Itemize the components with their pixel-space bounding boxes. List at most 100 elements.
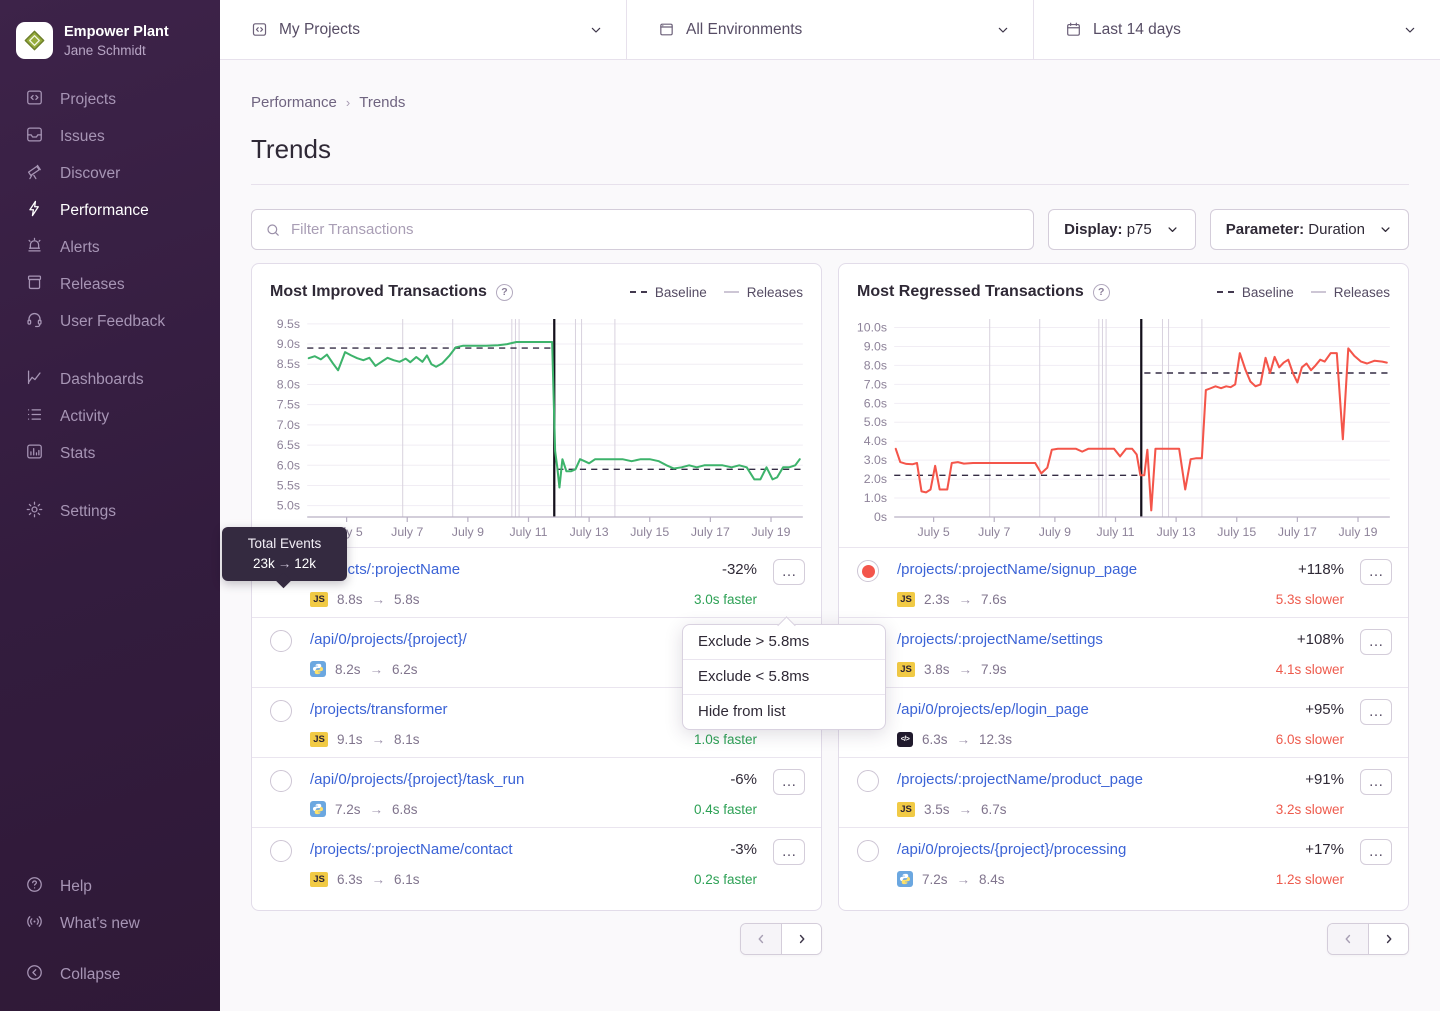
environment-picker[interactable]: All Environments <box>627 0 1034 59</box>
svg-text:July 7: July 7 <box>391 525 423 539</box>
svg-text:July 19: July 19 <box>752 525 791 539</box>
sidebar-item-activity[interactable]: Activity <box>0 398 220 435</box>
transaction-actions-button[interactable]: … <box>773 559 805 585</box>
chevron-right-icon: › <box>345 95 351 110</box>
next-page-button[interactable] <box>1368 924 1408 954</box>
transaction-link[interactable]: /api/0/projects/ep/login_page <box>897 701 1089 718</box>
transaction-row: /projects/:projectName/product_page +91%… <box>839 757 1408 827</box>
transaction-row: /projects/:projectName/contact -3% … JS … <box>252 827 821 897</box>
trends-panels: Most Improved Transactions ? Baseline Re… <box>251 263 1409 955</box>
help-icon[interactable]: ? <box>495 283 513 301</box>
sidebar-item-dashboards[interactable]: Dashboards <box>0 361 220 398</box>
sidebar-item-collapse[interactable]: Collapse <box>0 956 220 993</box>
transaction-link[interactable]: /projects/transformer <box>310 701 448 718</box>
transaction-radio[interactable] <box>857 560 879 582</box>
svg-text:6.0s: 6.0s <box>277 458 300 472</box>
transaction-radio[interactable] <box>857 840 879 862</box>
environment-picker-label: All Environments <box>686 20 803 38</box>
breadcrumb-trends[interactable]: Trends <box>359 94 406 111</box>
sidebar-item-alerts[interactable]: Alerts <box>0 229 220 266</box>
search-icon <box>267 223 279 236</box>
trend-delta: 1.2s slower <box>1275 872 1344 887</box>
sidebar-item-what-s-new[interactable]: What’s new <box>0 905 220 942</box>
transaction-link[interactable]: /projects/:projectName <box>310 561 461 578</box>
org-switcher[interactable]: Empower Plant Jane Schmidt <box>0 14 220 81</box>
display-value: p75 <box>1126 221 1152 238</box>
trend-percentage: +118% <box>1297 561 1344 578</box>
platform-javascript-icon: JS <box>310 591 328 607</box>
most-improved-panel: Most Improved Transactions ? Baseline Re… <box>251 263 822 911</box>
transaction-actions-button[interactable]: … <box>1360 559 1392 585</box>
platform-javascript-icon: JS <box>897 591 915 607</box>
transaction-link[interactable]: /api/0/projects/{project}/task_run <box>310 771 525 788</box>
breadcrumb-performance[interactable]: Performance <box>251 94 337 111</box>
transaction-actions-button[interactable]: … <box>1360 839 1392 865</box>
transaction-durations: JS 9.1s → 8.1s <box>310 731 680 747</box>
menu-item-hide-from-list[interactable]: Hide from list <box>683 694 885 729</box>
sidebar-item-discover[interactable]: Discover <box>0 155 220 192</box>
transaction-radio[interactable] <box>270 630 292 652</box>
chevron-down-icon <box>1168 227 1177 232</box>
sidebar-item-projects[interactable]: Projects <box>0 81 220 118</box>
display-dropdown[interactable]: Display: p75 <box>1048 209 1196 250</box>
transaction-link[interactable]: /projects/:projectName/signup_page <box>897 561 1138 578</box>
svg-text:8.5s: 8.5s <box>277 357 300 371</box>
trend-delta: 0.4s faster <box>693 802 757 817</box>
sidebar-item-settings[interactable]: Settings <box>0 493 220 530</box>
sidebar-item-user-feedback[interactable]: User Feedback <box>0 303 220 340</box>
topbar: My Projects All Environments Last 14 day… <box>220 0 1440 60</box>
transaction-actions-button[interactable]: … <box>1360 699 1392 725</box>
arrow-right-icon: → <box>958 591 973 607</box>
menu-item-exclude-below[interactable]: Exclude < 5.8ms <box>683 659 885 694</box>
date-range-picker[interactable]: Last 14 days <box>1034 0 1440 59</box>
chevron-down-icon <box>591 27 601 33</box>
svg-text:7.5s: 7.5s <box>277 398 300 412</box>
menu-item-exclude-above[interactable]: Exclude > 5.8ms <box>698 633 810 650</box>
org-user: Jane Schmidt <box>64 42 146 58</box>
transaction-actions-button[interactable]: … <box>773 769 805 795</box>
transaction-radio[interactable] <box>270 770 292 792</box>
baseline-dash-icon <box>1216 291 1234 293</box>
project-picker[interactable]: My Projects <box>220 0 627 59</box>
transaction-radio[interactable] <box>270 700 292 722</box>
sidebar-item-stats[interactable]: Stats <box>0 435 220 472</box>
transaction-durations: </> 6.3s → 12.3s <box>897 731 1262 747</box>
help-icon[interactable]: ? <box>1092 283 1110 301</box>
parameter-dropdown[interactable]: Parameter: Duration <box>1209 209 1409 250</box>
svg-text:7.0s: 7.0s <box>277 418 300 432</box>
settings-icon <box>25 500 44 524</box>
sidebar-item-issues[interactable]: Issues <box>0 118 220 155</box>
chevron-down-icon <box>998 27 1008 33</box>
transaction-row: /api/0/projects/ep/login_page +95% … </>… <box>839 687 1408 757</box>
releases-line-icon <box>1310 291 1326 293</box>
next-page-button[interactable] <box>781 924 821 954</box>
svg-text:5.0s: 5.0s <box>277 499 300 513</box>
svg-text:July 9: July 9 <box>1039 525 1071 539</box>
transaction-durations: JS 3.8s → 7.9s <box>897 661 1262 677</box>
transaction-row: /projects/:projectName/signup_page +118%… <box>839 547 1408 617</box>
arrow-right-icon: → <box>958 661 973 677</box>
svg-text:6.0s: 6.0s <box>864 396 887 410</box>
transaction-actions-button[interactable]: … <box>1360 629 1392 655</box>
svg-text:9.0s: 9.0s <box>864 340 887 354</box>
arrow-right-icon: → <box>277 556 292 571</box>
sidebar-item-label: Collapse <box>60 965 121 983</box>
transaction-link[interactable]: /projects/:projectName/settings <box>897 631 1103 648</box>
sidebar-item-performance[interactable]: Performance <box>0 192 220 229</box>
transaction-radio[interactable] <box>857 770 879 792</box>
date-range-picker-label: Last 14 days <box>1093 20 1181 38</box>
transaction-actions-button[interactable]: … <box>1360 769 1392 795</box>
sidebar-item-label: Performance <box>60 201 149 219</box>
transaction-link[interactable]: /projects/:projectName/product_page <box>897 771 1143 788</box>
transaction-actions-button[interactable]: … <box>773 839 805 865</box>
sidebar-item-label: What’s new <box>60 914 140 932</box>
transaction-link[interactable]: /api/0/projects/{project}/processing <box>897 841 1127 858</box>
platform-html-icon: </> <box>897 731 913 747</box>
transaction-radio[interactable] <box>270 840 292 862</box>
search-input[interactable] <box>291 221 1021 238</box>
sidebar-item-releases[interactable]: Releases <box>0 266 220 303</box>
sidebar-item-help[interactable]: Help <box>0 868 220 905</box>
org-logo <box>16 22 53 59</box>
transaction-link[interactable]: /projects/:projectName/contact <box>310 841 513 858</box>
transaction-link[interactable]: /api/0/projects/{project}/ <box>310 631 467 648</box>
